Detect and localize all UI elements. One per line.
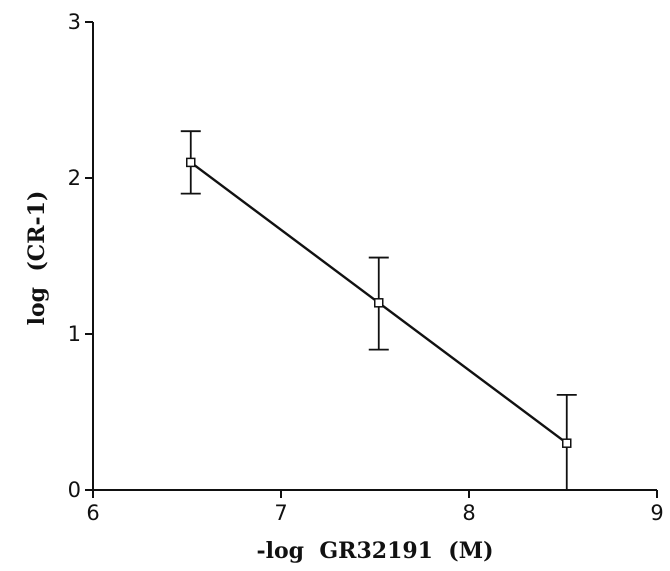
x-tick-label: 8 xyxy=(462,501,475,525)
y-axis-title: log (CR-1) xyxy=(24,191,50,326)
x-tick-label: 9 xyxy=(650,501,663,525)
data-point-marker xyxy=(374,298,384,308)
marks xyxy=(180,130,577,490)
data-point-marker xyxy=(562,438,572,448)
y-tick-label: 2 xyxy=(68,166,81,190)
y-tick-label: 1 xyxy=(68,322,81,346)
x-tick-label: 6 xyxy=(86,501,99,525)
x-tick-label: 7 xyxy=(274,501,287,525)
data-point-marker xyxy=(186,157,196,168)
x-axis-title: -log GR32191 (M) xyxy=(257,538,494,564)
axes xyxy=(92,22,657,491)
ticks: 6 7 8 9 0 1 2 3 xyxy=(68,10,664,525)
y-tick-label: 0 xyxy=(68,478,81,502)
y-tick-label: 3 xyxy=(68,10,81,34)
